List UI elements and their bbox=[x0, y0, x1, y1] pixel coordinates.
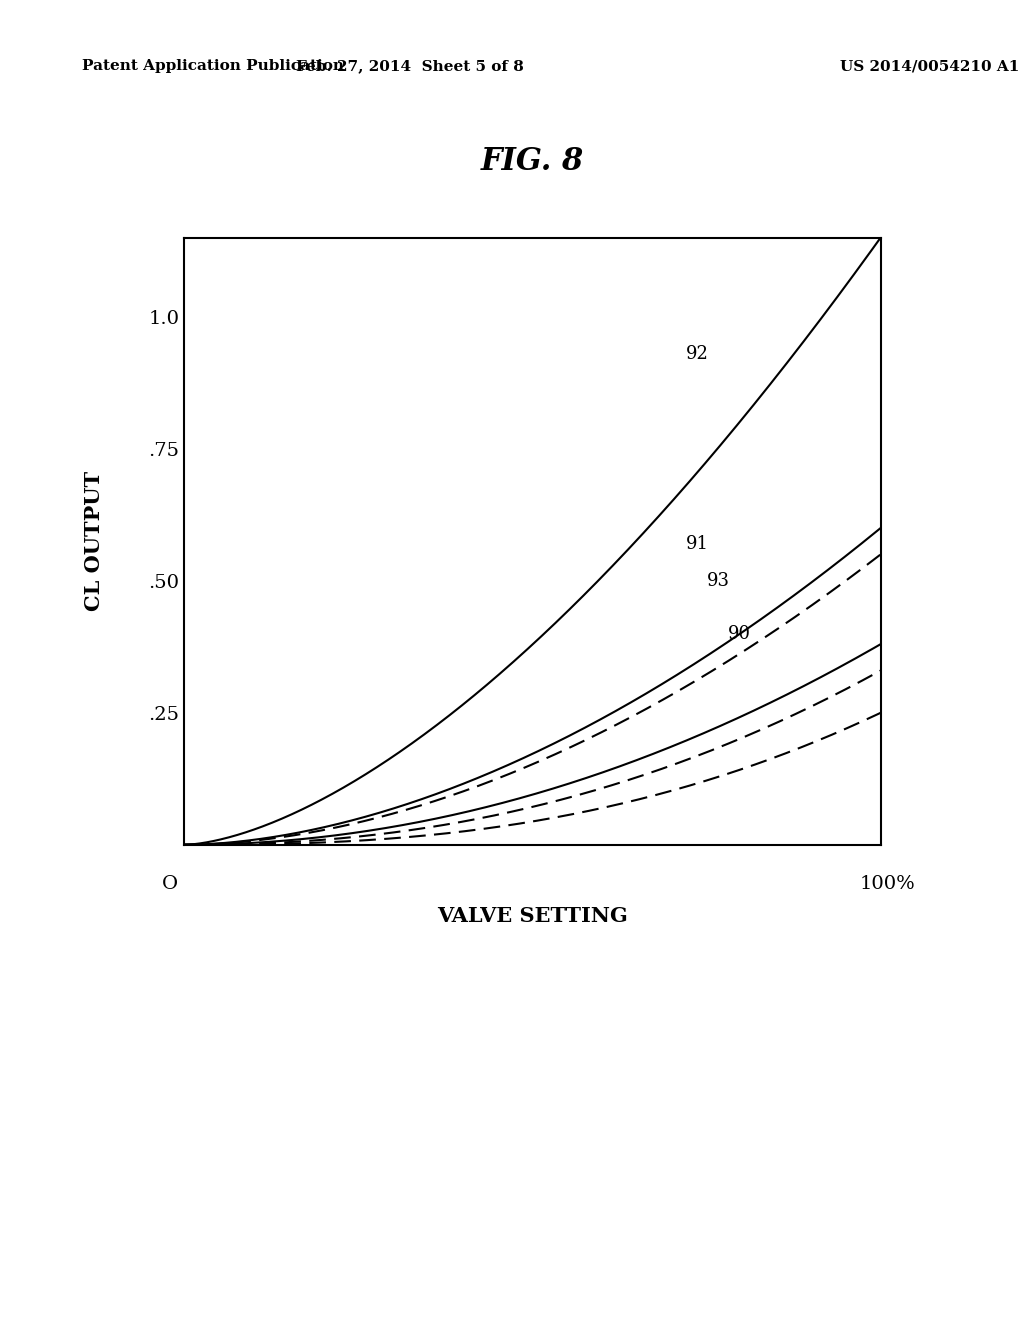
Text: Feb. 27, 2014  Sheet 5 of 8: Feb. 27, 2014 Sheet 5 of 8 bbox=[296, 59, 523, 74]
Text: 92: 92 bbox=[686, 345, 709, 363]
Text: 91: 91 bbox=[686, 535, 709, 553]
Text: US 2014/0054210 A1: US 2014/0054210 A1 bbox=[840, 59, 1019, 74]
Text: O: O bbox=[163, 875, 178, 894]
Text: CL OUTPUT: CL OUTPUT bbox=[84, 471, 103, 611]
Text: 93: 93 bbox=[707, 572, 729, 590]
Text: Patent Application Publication: Patent Application Publication bbox=[82, 59, 344, 74]
Text: 100%: 100% bbox=[860, 875, 915, 894]
Text: FIG. 8: FIG. 8 bbox=[481, 147, 584, 177]
Text: 90: 90 bbox=[727, 624, 751, 643]
Text: VALVE SETTING: VALVE SETTING bbox=[437, 906, 628, 925]
